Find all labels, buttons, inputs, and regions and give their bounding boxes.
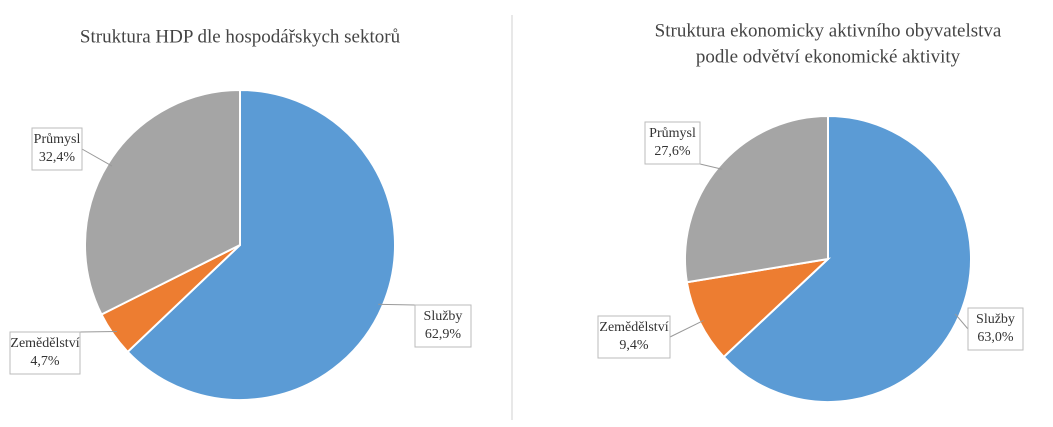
slice-label: Průmysl [649, 126, 696, 141]
slice-label: Zemědělství [10, 336, 79, 351]
value-label: 62,9% [425, 327, 462, 342]
value-label: 9,4% [619, 338, 649, 353]
chart-title: Struktura ekonomicky aktivního obyvatels… [655, 20, 1002, 41]
chart-title: Struktura HDP dle hospodářskych sektorů [80, 26, 401, 47]
leader-line [81, 148, 113, 167]
slice-label: Služby [976, 312, 1015, 327]
value-label: 63,0% [977, 330, 1014, 345]
value-label: 32,4% [39, 150, 76, 165]
leader-line [669, 319, 704, 338]
pie-slice [126, 88, 396, 401]
leader-line [79, 330, 117, 333]
label-box [967, 307, 1024, 351]
label-box [31, 127, 83, 171]
label-box [644, 121, 701, 165]
label-box [597, 315, 671, 359]
value-label: 4,7% [30, 354, 60, 369]
pie-slice [722, 114, 972, 403]
slice-label: Zemědělství [599, 320, 668, 335]
leader-line [699, 163, 723, 170]
slice-label: Služby [424, 309, 463, 324]
leader-line [378, 303, 416, 306]
slice-label: Průmysl [34, 132, 81, 147]
chart-title: podle odvětví ekonomické aktivity [696, 46, 961, 67]
leader-line [954, 313, 969, 330]
pie-slice [684, 114, 829, 284]
value-label: 27,6% [654, 144, 691, 159]
label-box [414, 304, 472, 348]
label-box [9, 331, 81, 375]
